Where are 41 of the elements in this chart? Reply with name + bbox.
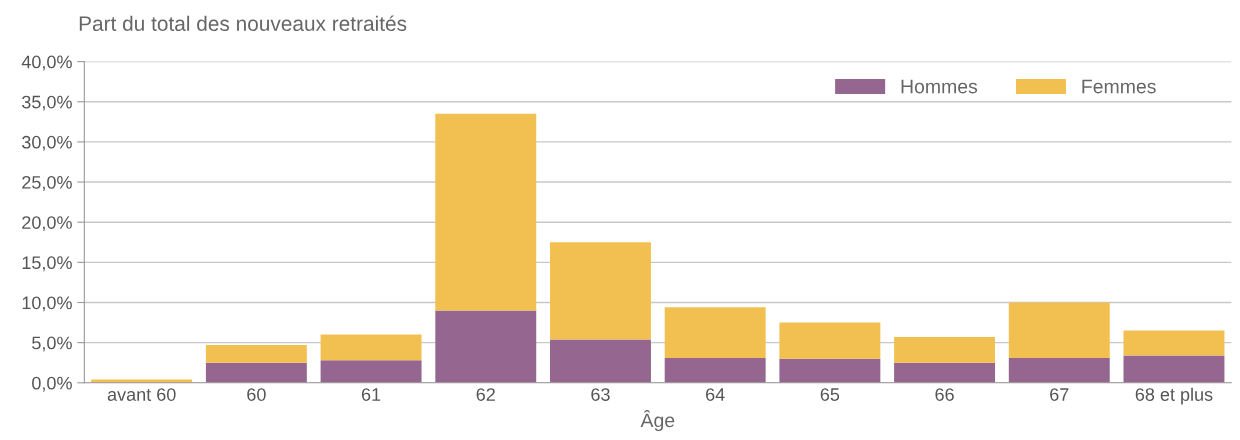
y-tick-label: 40,0% [21,55,72,71]
legend-label: Hommes [901,79,978,94]
bar [435,310,537,383]
x-tick-label: 64 [706,388,725,401]
bar [664,357,766,383]
y-tick-label: 25,0% [22,175,72,191]
x-tick-label: 60 [247,388,266,401]
x-tick-label: 65 [820,388,840,401]
bar [1008,357,1110,383]
bar [205,362,307,383]
bar [205,345,307,363]
bar [664,307,766,358]
bar [894,337,996,363]
bar [1123,355,1225,383]
bar [550,339,651,383]
x-tick-label: avant 60 [107,388,176,401]
x-tick-label: 61 [361,388,381,401]
x-axis-title: Âge [640,410,675,432]
y-tick-label: 35,0% [22,95,72,111]
y-tick-label: 0,0% [32,376,72,392]
bar [435,113,537,311]
bar [894,362,996,383]
y-tick-label: 20,0% [22,216,72,232]
bar [779,358,881,383]
x-tick-label: 63 [591,388,610,401]
bar [1008,302,1110,358]
bar [320,334,422,361]
bar [320,360,422,383]
y-tick-label: 5,0% [32,336,72,352]
bar [779,322,881,359]
x-tick-label: 66 [935,388,954,401]
x-tick-label: 68 et plus [1135,387,1213,405]
y-tick-label: 15,0% [22,256,72,272]
x-tick-label: 62 [476,388,495,401]
bar [550,242,651,340]
y-tick-label: 10,0% [22,296,72,312]
chart-title: Part du total des nouveaux retraités [79,15,407,32]
bar [1123,330,1225,356]
x-tick-label: 67 [1050,388,1069,401]
y-tick-label: 30,0% [22,135,72,151]
legend-label: Femmes [1082,79,1156,94]
